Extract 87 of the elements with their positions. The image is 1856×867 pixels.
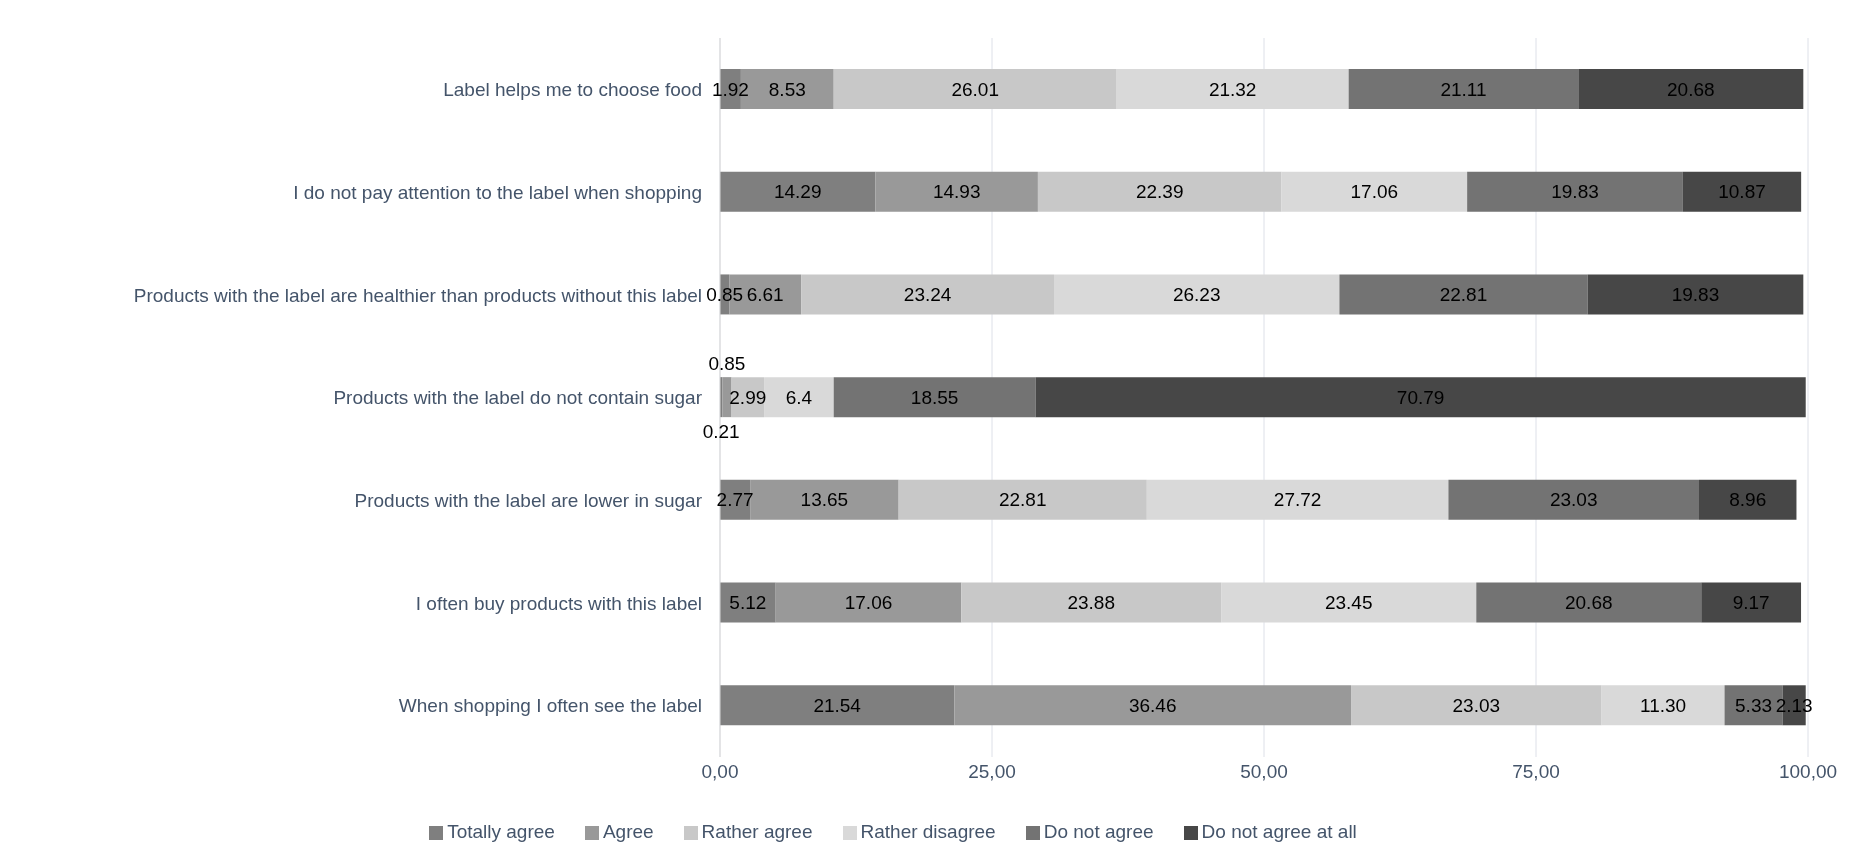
x-tick-label: 100,00 <box>1778 761 1838 783</box>
data-label: 14.93 <box>932 181 981 203</box>
bar <box>1448 479 1699 520</box>
data-label: 22.81 <box>998 489 1047 511</box>
data-label: 22.81 <box>1439 283 1488 305</box>
data-label: 19.83 <box>1551 181 1599 203</box>
bar <box>764 377 834 418</box>
legend-label: Do not agree at all <box>1201 821 1357 842</box>
legend-label: Totally agree <box>447 821 555 842</box>
bar <box>722 377 732 418</box>
bar <box>801 274 1055 315</box>
data-label: 6.61 <box>746 283 784 305</box>
bar <box>1035 377 1806 418</box>
legend-label: Rather disagree <box>860 821 996 842</box>
y-tick-label: Products with the label do not contain sugar <box>333 387 703 409</box>
data-label: 21.11 <box>1440 78 1487 100</box>
bar <box>833 69 1117 109</box>
legend-label: Do not agree <box>1043 821 1154 842</box>
data-label: 23.45 <box>1324 592 1373 614</box>
data-label: 19.83 <box>1671 283 1720 305</box>
data-label: 23.24 <box>903 283 952 305</box>
data-label: 0.85 <box>708 352 746 374</box>
bar <box>833 377 1036 418</box>
bar <box>898 479 1147 520</box>
bar <box>1339 274 1588 315</box>
x-tick-label: 75,00 <box>1512 761 1560 783</box>
bar <box>775 582 962 623</box>
bar <box>1578 69 1804 109</box>
bar <box>1281 171 1468 212</box>
data-label: 8.96 <box>1729 489 1767 511</box>
y-tick-label: Products with the label are lower in sugar <box>354 489 703 511</box>
bar <box>1054 274 1340 315</box>
data-label: 5.12 <box>729 592 767 614</box>
data-label: 6.4 <box>785 386 813 408</box>
legend-label: Agree <box>602 821 654 842</box>
data-label: 9.17 <box>1732 592 1770 614</box>
bar <box>1221 582 1477 623</box>
bar <box>1351 685 1602 726</box>
data-label: 26.01 <box>951 78 999 100</box>
data-label: 5.33 <box>1735 694 1773 716</box>
data-label: 2.99 <box>729 386 767 408</box>
bar <box>720 171 876 212</box>
data-label: 27.72 <box>1273 489 1322 511</box>
data-label: 70.79 <box>1396 386 1445 408</box>
data-label: 17.06 <box>844 592 893 614</box>
data-label: 14.29 <box>773 181 822 203</box>
data-label: 23.03 <box>1452 694 1501 716</box>
bar <box>954 685 1352 726</box>
bar <box>1116 69 1349 109</box>
data-label: 22.39 <box>1135 181 1184 203</box>
data-label: 26.23 <box>1172 283 1221 305</box>
data-label: 10.87 <box>1718 181 1766 203</box>
data-label: 20.68 <box>1564 592 1613 614</box>
bar <box>1476 582 1702 623</box>
bar <box>1587 274 1804 315</box>
bar <box>1467 171 1683 212</box>
bar <box>1701 582 1802 623</box>
bar <box>1601 685 1725 726</box>
bar <box>1698 479 1797 520</box>
x-tick-label: 25,00 <box>968 761 1016 783</box>
bar <box>1037 171 1282 212</box>
x-tick-label: 0,00 <box>701 761 739 783</box>
data-label: 13.65 <box>800 489 849 511</box>
bar <box>720 685 955 726</box>
data-label: 8.53 <box>768 78 806 100</box>
y-tick-label: Products with the label are healthier than products without this label <box>133 284 702 306</box>
y-tick-label: I often buy products with this label <box>415 592 702 614</box>
data-label: 36.46 <box>1128 694 1177 716</box>
data-label: 23.03 <box>1549 489 1598 511</box>
data-label: 23.88 <box>1067 592 1115 614</box>
bar <box>1682 171 1802 212</box>
bar <box>961 582 1222 623</box>
bar <box>875 171 1038 212</box>
data-label: 0.21 <box>702 420 740 442</box>
data-label: 21.32 <box>1208 78 1257 100</box>
data-label: 20.68 <box>1667 78 1715 100</box>
bar <box>1146 479 1449 520</box>
y-tick-label: Label helps me to choose food <box>443 79 702 101</box>
bar <box>1348 69 1579 109</box>
y-tick-label: I do not pay attention to the label when shopping <box>293 181 702 203</box>
data-label: 21.54 <box>813 694 862 716</box>
data-label: 18.55 <box>910 386 959 408</box>
data-label: 11.30 <box>1640 694 1687 716</box>
legend-label: Rather agree <box>701 821 813 842</box>
x-tick-label: 50,00 <box>1240 761 1288 783</box>
data-label: 17.06 <box>1350 181 1399 203</box>
y-tick-label: When shopping I often see the label <box>398 695 702 717</box>
